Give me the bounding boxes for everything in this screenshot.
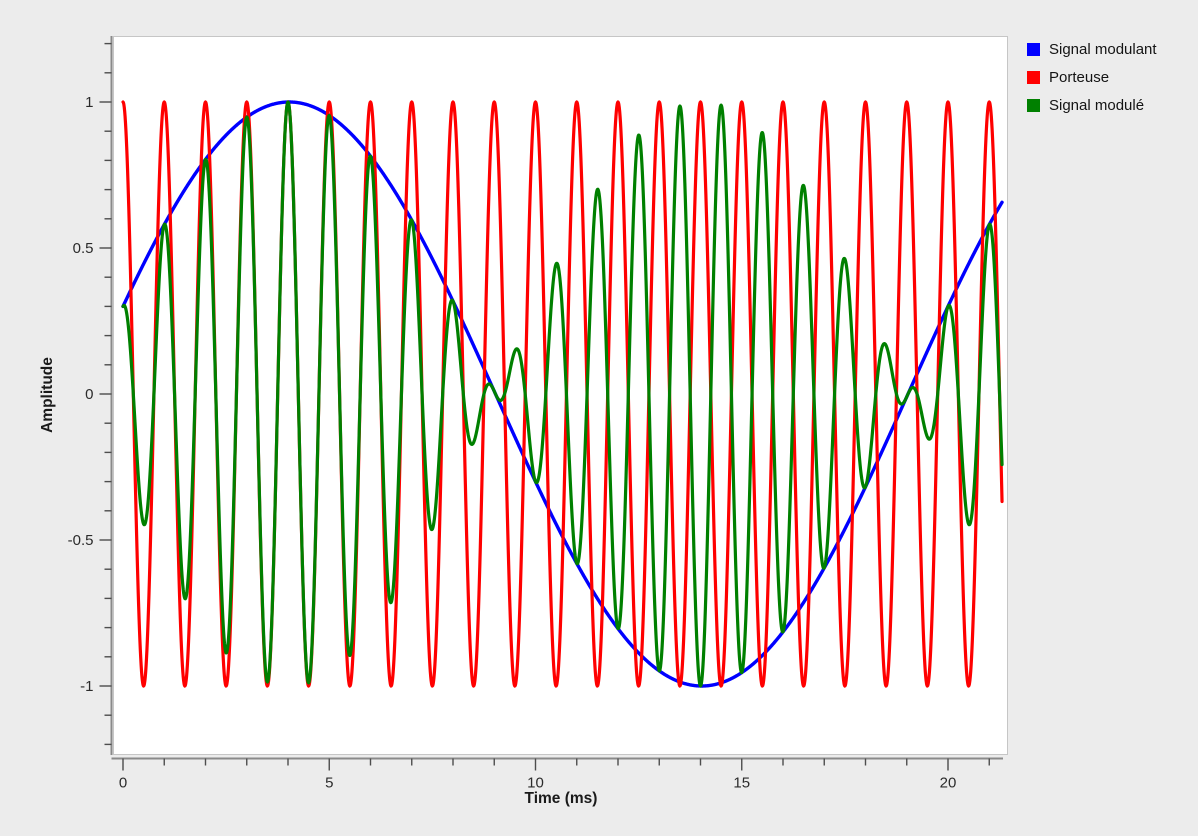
y-tick-label: 1: [85, 94, 93, 111]
x-axis-title: Time (ms): [0, 790, 1122, 808]
y-tick-label: -1: [80, 678, 93, 695]
y-axis-title: Amplitude: [39, 357, 56, 433]
legend-swatch-red-icon: [1027, 71, 1040, 84]
y-tick-label: 0.5: [73, 240, 94, 257]
series-signal-modul-: [121, 100, 1004, 688]
x-tick-label: 20: [940, 775, 957, 792]
series-porteuse: [121, 100, 1004, 688]
x-axis-title-text: Time (ms): [524, 790, 598, 807]
x-tick-label: 0: [119, 775, 127, 792]
legend-item-signal-modulant: Signal modulant: [1027, 41, 1157, 58]
x-tick-label: 15: [733, 775, 750, 792]
legend-label: Signal modulant: [1049, 41, 1157, 58]
x-tick-label: 5: [325, 775, 333, 792]
legend-item-porteuse: Porteuse: [1027, 69, 1157, 86]
y-tick-label: 0: [85, 386, 93, 403]
legend-swatch-green-icon: [1027, 99, 1040, 112]
legend-item-signal-module: Signal modulé: [1027, 97, 1157, 114]
legend-label: Signal modulé: [1049, 97, 1145, 114]
legend: Signal modulant Porteuse Signal modulé: [1027, 41, 1157, 114]
y-tick-label: -0.5: [68, 532, 94, 549]
legend-label: Porteuse: [1049, 69, 1110, 86]
x-tick-label: 10: [527, 775, 544, 792]
legend-swatch-blue-icon: [1027, 43, 1040, 56]
